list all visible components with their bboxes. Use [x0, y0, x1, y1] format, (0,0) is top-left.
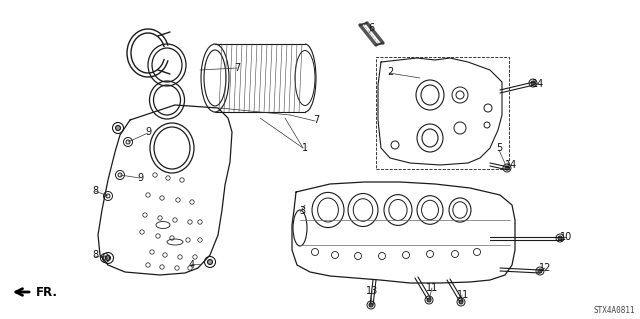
- Circle shape: [207, 259, 212, 264]
- Text: 8: 8: [92, 186, 98, 196]
- Text: 1: 1: [302, 143, 308, 153]
- Text: 4: 4: [189, 260, 195, 270]
- Text: 14: 14: [505, 160, 517, 170]
- Bar: [376, 57, 509, 169]
- Circle shape: [459, 300, 463, 304]
- Text: FR.: FR.: [36, 286, 58, 299]
- Text: 6: 6: [368, 23, 374, 33]
- Circle shape: [505, 166, 509, 170]
- Text: 3: 3: [299, 206, 305, 216]
- Circle shape: [427, 298, 431, 302]
- Circle shape: [106, 256, 111, 261]
- Text: 12: 12: [539, 263, 551, 273]
- Text: 14: 14: [532, 79, 544, 89]
- Text: 2: 2: [387, 67, 393, 77]
- Circle shape: [115, 125, 120, 130]
- Text: 8: 8: [92, 250, 98, 260]
- Circle shape: [369, 303, 373, 307]
- Circle shape: [531, 81, 535, 85]
- Circle shape: [558, 236, 562, 240]
- Text: 11: 11: [457, 290, 469, 300]
- Text: 10: 10: [560, 232, 572, 242]
- Text: 13: 13: [366, 286, 378, 296]
- Text: 5: 5: [496, 143, 502, 153]
- Text: 7: 7: [234, 63, 240, 73]
- Circle shape: [538, 269, 542, 273]
- Text: 7: 7: [313, 115, 319, 125]
- Text: STX4A0811: STX4A0811: [593, 306, 635, 315]
- Text: 11: 11: [426, 283, 438, 293]
- Text: 9: 9: [145, 127, 151, 137]
- Text: 9: 9: [137, 173, 143, 183]
